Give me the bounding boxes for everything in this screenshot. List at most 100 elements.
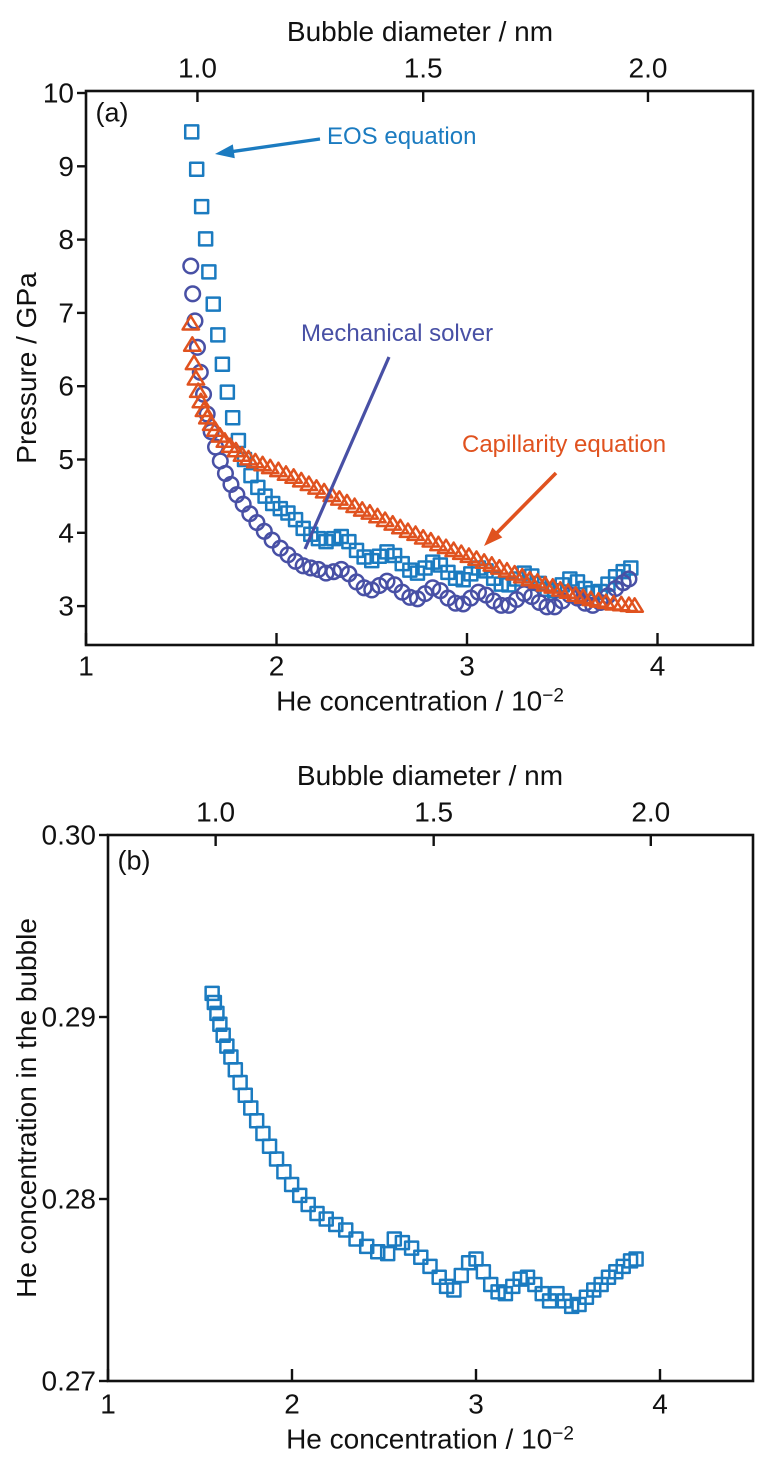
panel-b-x-axis-title: He concentration / 10−2 xyxy=(286,1425,574,1454)
panel-b-x-tick-label: 1 xyxy=(100,1389,116,1420)
marker-square xyxy=(209,1005,225,1022)
marker-square xyxy=(183,124,200,140)
panel-b-label: (b) xyxy=(117,845,151,876)
panel-a-y-tick-label: 6 xyxy=(58,371,74,402)
capillarity-arrow-head xyxy=(484,527,503,546)
marker-triangle xyxy=(291,471,311,488)
panel-b-x-axis-title-exponent: −2 xyxy=(552,1423,574,1445)
panel-a-x-axis-title-main: He concentration / 10 xyxy=(276,685,543,717)
marker-triangle xyxy=(345,497,365,514)
panel-a-top-axis-title: Bubble diameter / nm xyxy=(286,16,554,47)
panel-a-y-tick-label: 9 xyxy=(58,151,74,182)
panel-a-top-tick-label: 1.5 xyxy=(404,53,443,84)
marker-circle xyxy=(263,531,281,549)
marker-square xyxy=(446,1282,462,1298)
panel-a: 1 2 3 4 3 4 5 6 7 8 9 10 1.0 1.5 2.0 xyxy=(43,53,755,682)
marker-circle xyxy=(184,285,202,303)
panel-b-x-tick-label: 3 xyxy=(468,1389,484,1420)
panel-b-top-tick-label: 2.0 xyxy=(631,797,670,828)
marker-square xyxy=(193,198,210,215)
marker-circle xyxy=(492,596,510,614)
panel-a-top-tick-label: 2.0 xyxy=(629,53,668,84)
marker-square xyxy=(248,1112,265,1129)
marker-circle xyxy=(538,598,556,616)
marker-triangle xyxy=(406,525,426,542)
marker-triangle xyxy=(360,503,380,520)
marker-circle xyxy=(447,594,465,612)
panel-a-x-tick-label: 1 xyxy=(78,651,94,682)
capillarity-arrow xyxy=(484,471,558,546)
marker-triangle xyxy=(260,458,280,475)
marker-square xyxy=(475,1264,492,1280)
annotation-mechanical-solver: Mechanical solver xyxy=(301,320,494,347)
marker-square xyxy=(291,1187,308,1204)
panel-a-x-tick-label: 2 xyxy=(269,651,285,682)
panel-a-y-axis-title: Pressure / GPa xyxy=(11,272,42,464)
panel-b-x-axis-title-main: He concentration / 10 xyxy=(286,1423,553,1455)
panel-a-y-tick-label: 10 xyxy=(43,78,74,109)
marker-triangle xyxy=(307,479,326,495)
marker-square xyxy=(261,1138,278,1154)
panel-a-x-axis-title: He concentration / 10−2 xyxy=(276,687,564,716)
marker-circle xyxy=(401,588,419,606)
mechanical-pointer-line xyxy=(303,356,391,550)
panel-b-frame xyxy=(106,833,755,1383)
eos-arrow-shaft xyxy=(228,137,321,154)
marker-circle xyxy=(302,559,320,577)
marker-square xyxy=(215,1027,231,1043)
marker-square xyxy=(268,1151,285,1167)
panel-b-x-tick-label: 4 xyxy=(652,1389,668,1420)
panel-a-label: (a) xyxy=(95,97,129,128)
marker-circle xyxy=(469,583,487,601)
marker-square xyxy=(205,296,222,312)
marker-triangle xyxy=(329,490,349,506)
marker-square xyxy=(214,356,231,372)
panel-a-y-tick-label: 3 xyxy=(58,591,74,622)
marker-square xyxy=(386,1231,403,1247)
panel-a-x-tick-label: 4 xyxy=(650,651,666,682)
panel-b-y-tick-label: 0.30 xyxy=(42,820,97,851)
marker-triangle xyxy=(421,531,441,548)
marker-triangle xyxy=(181,314,201,331)
marker-square xyxy=(422,1258,438,1275)
marker-square xyxy=(623,560,639,576)
marker-square xyxy=(283,1176,300,1193)
panel-a-x-tick-label: 3 xyxy=(459,651,475,682)
mechanical-pointer-line-shaft xyxy=(303,356,391,550)
marker-triangle xyxy=(184,354,204,371)
marker-triangle xyxy=(368,507,387,524)
marker-square xyxy=(276,1163,292,1180)
marker-square xyxy=(224,409,241,426)
marker-square xyxy=(413,1249,429,1265)
marker-square xyxy=(403,1240,420,1256)
panel-b-top-tick-label: 1.0 xyxy=(196,797,235,828)
eos-arrow xyxy=(215,137,321,159)
marker-square xyxy=(227,1062,244,1078)
marker-square xyxy=(232,1074,248,1091)
marker-square xyxy=(300,1196,316,1213)
panel-b-x-tick-label: 2 xyxy=(284,1389,300,1420)
marker-square xyxy=(219,1038,235,1054)
panel-b: 1 2 3 4 0.27 0.28 0.29 0.30 1.0 1.5 2.0 xyxy=(42,797,755,1420)
panel-b-y-axis-title: He concentration in the bubble xyxy=(11,918,42,1298)
panel-a-y-tick-label: 8 xyxy=(58,224,74,255)
marker-circle xyxy=(294,557,312,575)
marker-square xyxy=(337,1222,354,1238)
marker-triangle xyxy=(625,597,645,613)
marker-square xyxy=(197,231,214,247)
marker-circle xyxy=(424,579,442,597)
panel-a-x-axis-title-exponent: −2 xyxy=(542,685,564,707)
marker-triangle xyxy=(337,493,357,510)
marker-square xyxy=(628,1251,644,1267)
marker-square xyxy=(379,1245,396,1262)
marker-triangle xyxy=(314,482,334,499)
marker-square xyxy=(204,985,220,1002)
panel-a-top-tick-label: 1.0 xyxy=(178,53,217,84)
marker-triangle xyxy=(299,475,319,492)
panel-a-y-tick-label: 7 xyxy=(58,297,74,328)
panel-a-y-tick-label: 5 xyxy=(58,444,74,475)
marker-circle xyxy=(620,570,638,588)
marker-triangle xyxy=(182,336,202,353)
